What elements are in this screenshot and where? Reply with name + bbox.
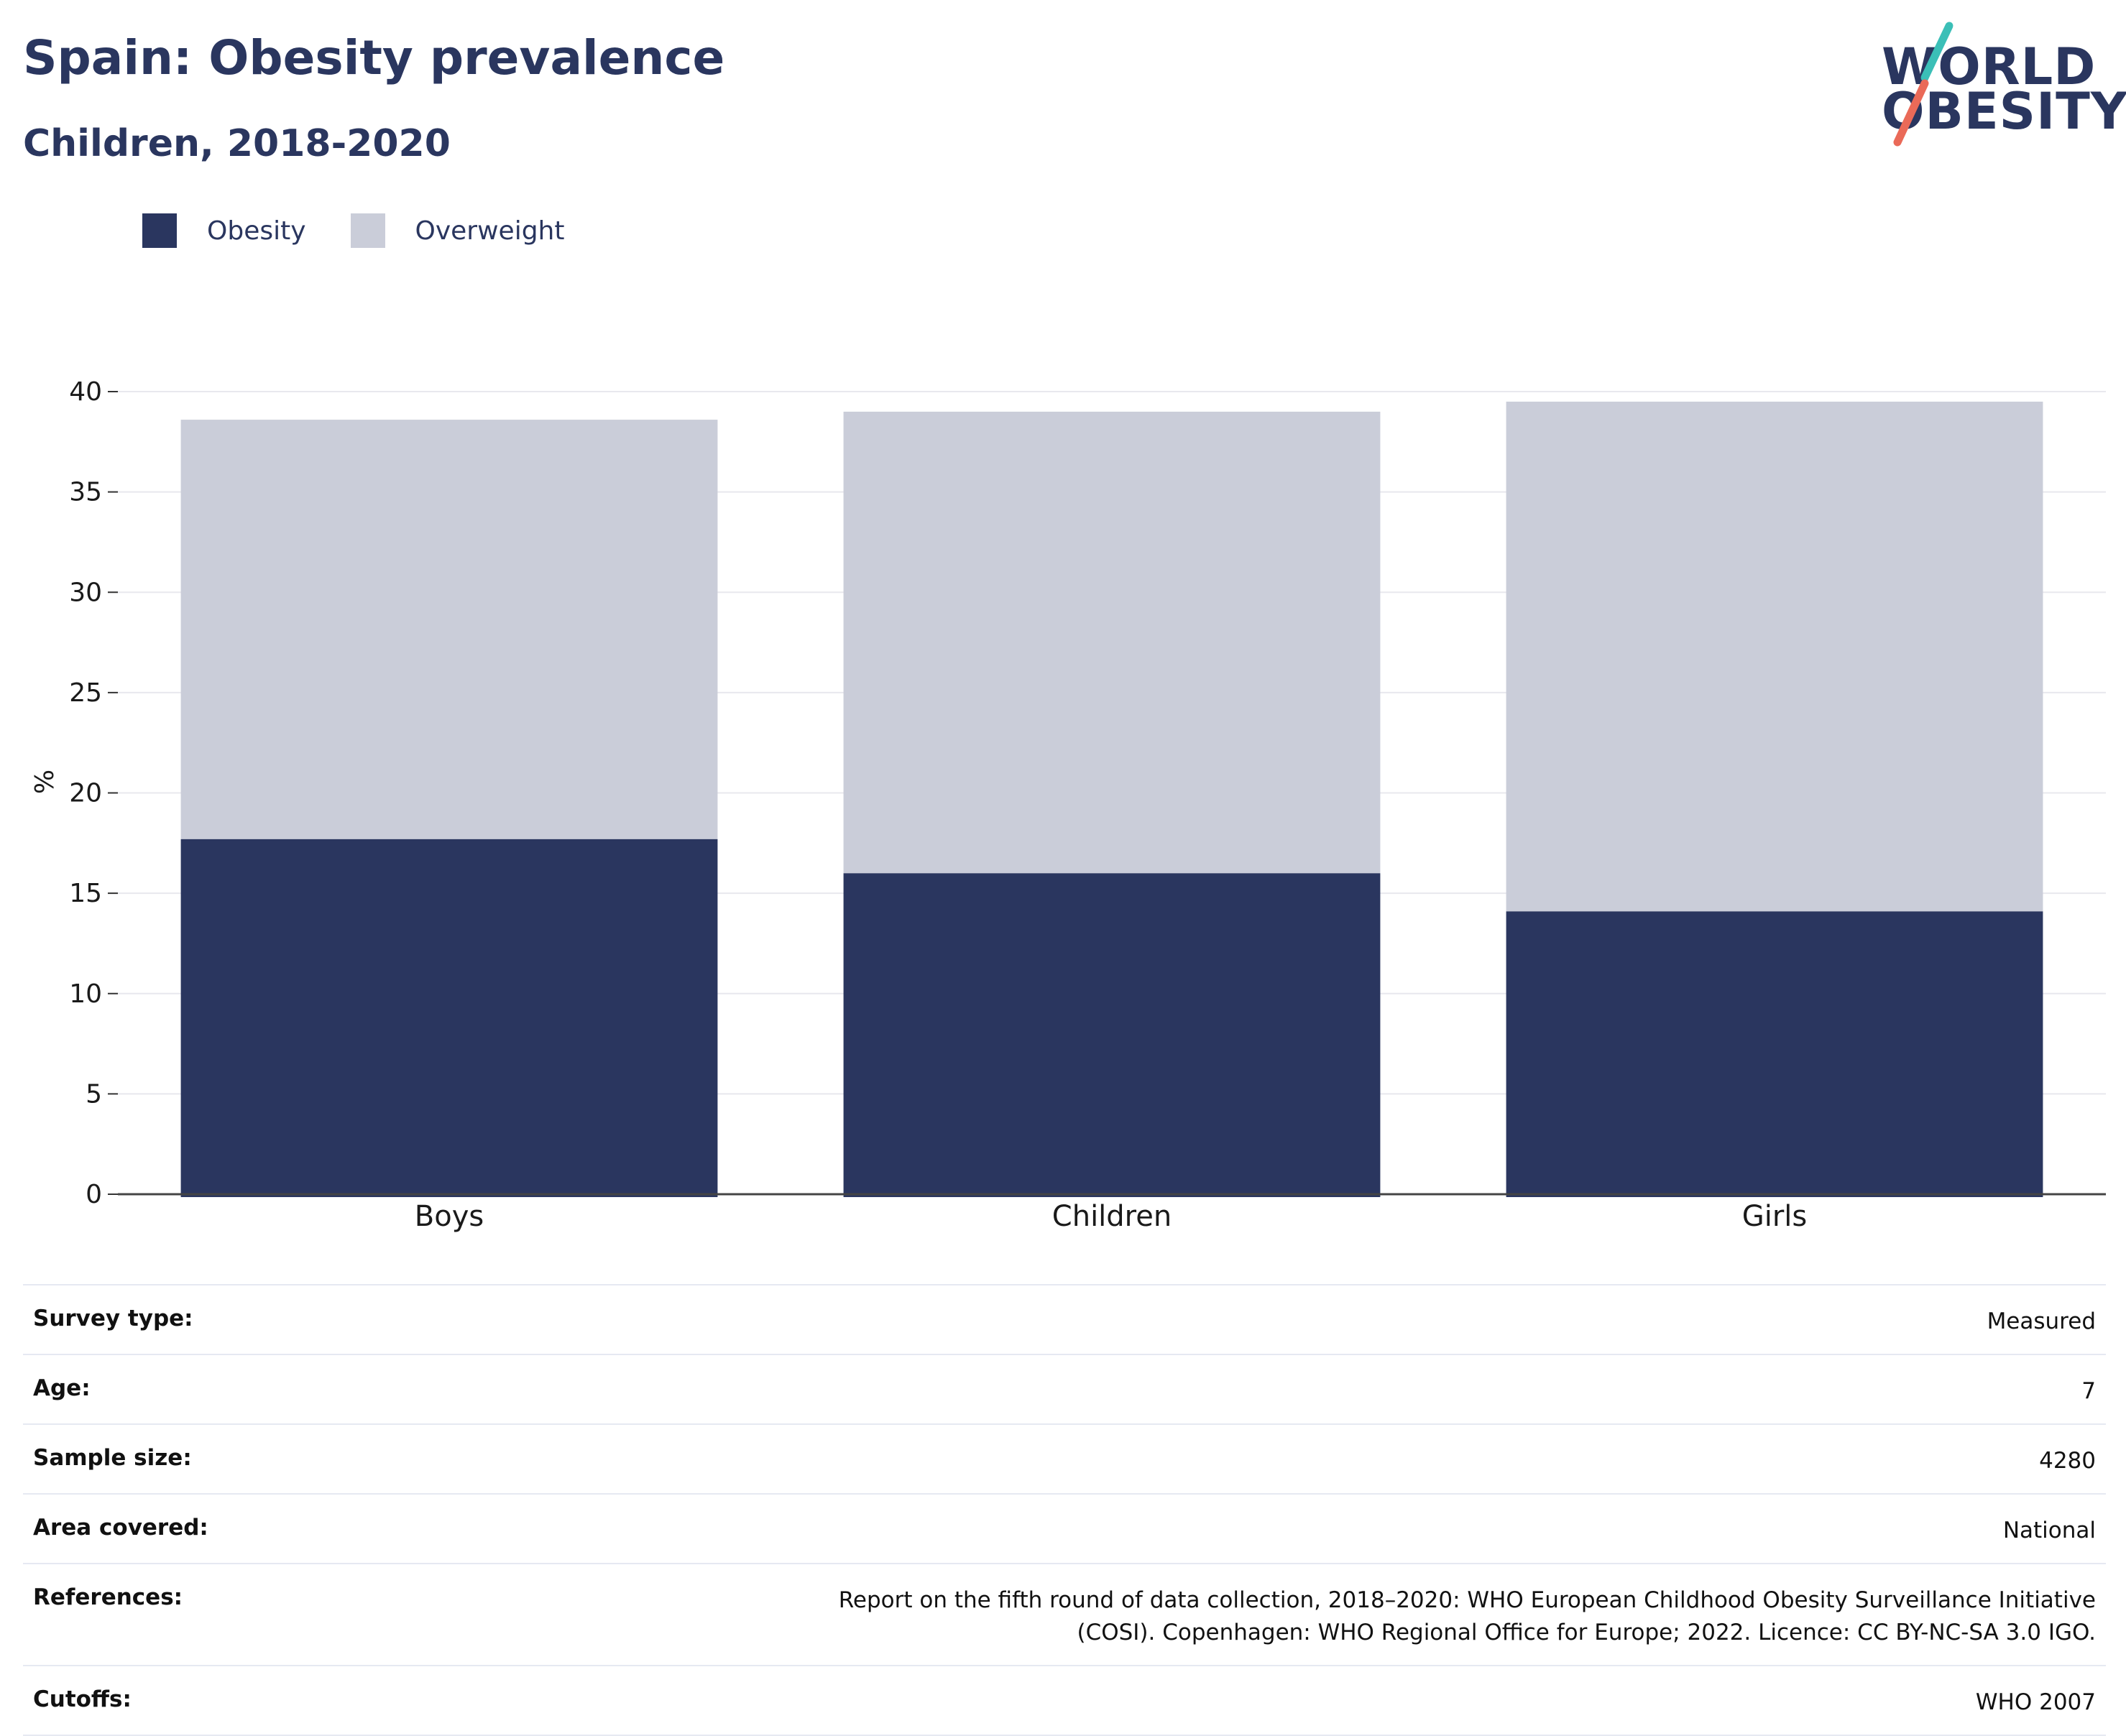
legend-swatch-overweight <box>350 213 385 248</box>
info-label: Age: <box>33 1375 91 1401</box>
legend-label-obesity: Obesity <box>207 216 306 246</box>
bar-overweight-boys <box>180 420 718 839</box>
bar-overweight-girls <box>1506 401 2043 912</box>
y-tick-label: 0 <box>86 1180 102 1209</box>
chart-legend: Obesity Overweight <box>142 213 609 248</box>
info-label: References: <box>33 1584 183 1610</box>
info-label: Area covered: <box>33 1514 208 1541</box>
x-tick-label: Children <box>1052 1200 1172 1233</box>
info-value: Report on the fifth round of data collec… <box>838 1587 2096 1645</box>
world-obesity-logo: WORLD OBESITY <box>1869 14 2126 158</box>
chart-subtitle: Children, 2018-2020 <box>23 122 451 165</box>
info-row-survey-type: Survey type: Measured <box>23 1285 2106 1354</box>
info-row-references: References: Report on the fifth round of… <box>23 1563 2106 1666</box>
legend-swatch-obesity <box>142 213 177 248</box>
info-value: Measured <box>1987 1308 2096 1334</box>
info-label: Cutoffs: <box>33 1686 132 1712</box>
y-tick-label: 35 <box>69 478 102 507</box>
x-tick-label: Boys <box>415 1200 484 1233</box>
y-tick-label: 5 <box>86 1079 102 1109</box>
survey-info-table: Survey type: Measured Age: 7 Sample size… <box>23 1284 2106 1736</box>
chart-title: Spain: Obesity prevalence <box>23 30 725 86</box>
legend-label-overweight: Overweight <box>415 216 565 246</box>
y-axis-title: % <box>30 770 60 794</box>
y-tick-label: 20 <box>69 779 102 808</box>
info-label: Survey type: <box>33 1306 193 1331</box>
info-value: WHO 2007 <box>1975 1689 2096 1715</box>
info-value: National <box>2002 1517 2096 1543</box>
y-tick-label: 15 <box>69 879 102 908</box>
bar-obesity-boys <box>180 839 718 1197</box>
y-tick-label: 30 <box>69 578 102 607</box>
bar-obesity-children <box>843 873 1381 1197</box>
info-row-area-covered: Area covered: National <box>23 1493 2106 1564</box>
info-label: Sample size: <box>33 1444 192 1471</box>
info-row-sample-size: Sample size: 4280 <box>23 1423 2106 1494</box>
y-tick-label: 10 <box>69 979 102 1009</box>
legend-item-obesity: Obesity <box>142 213 306 248</box>
y-tick-label: 25 <box>69 678 102 708</box>
info-row-cutoffs: Cutoffs: WHO 2007 <box>23 1665 2106 1735</box>
info-value: 7 <box>2081 1377 2096 1404</box>
info-row-age: Age: 7 <box>23 1354 2106 1424</box>
bar-obesity-girls <box>1506 911 2043 1197</box>
y-tick-label: 40 <box>69 377 102 407</box>
bar-chart: 0 5 10 15 20 25 30 35 40 Boys Children Girls % <box>30 377 2106 1233</box>
bar-overweight-children <box>843 411 1381 874</box>
info-value: 4280 <box>2039 1447 2096 1474</box>
legend-item-overweight: Overweight <box>350 213 565 248</box>
x-tick-label: Girls <box>1742 1200 1808 1233</box>
logo-slash-icon <box>1893 22 1954 147</box>
logo-line1: WORLD <box>1882 37 2097 96</box>
